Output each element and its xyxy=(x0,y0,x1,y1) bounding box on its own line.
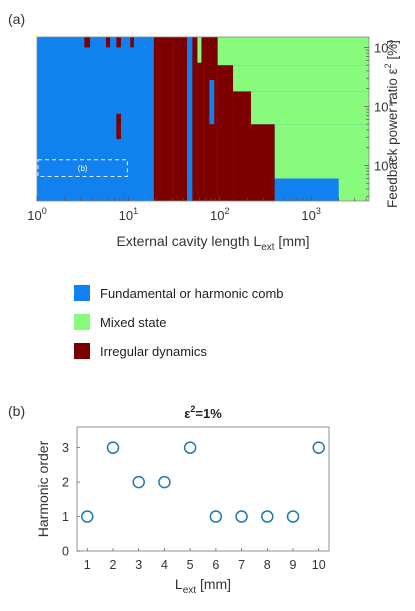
data-point xyxy=(132,475,145,489)
region-irregular xyxy=(130,37,134,48)
data-point xyxy=(209,510,223,523)
panel-a-label: (a) xyxy=(8,11,25,27)
phase-map-regions xyxy=(37,37,369,201)
x-tick-label: 5 xyxy=(187,558,194,572)
x-tick-label: 3 xyxy=(135,558,142,572)
phase-map-x-axis-label: External cavity length Lext [mm] xyxy=(116,233,309,253)
x-tick-label: 2 xyxy=(110,558,117,572)
scatter-x-ticks: 1 2 3 4 5 6 7 8 9 10 xyxy=(84,548,326,572)
region-irregular xyxy=(233,91,252,201)
region-mixed xyxy=(197,37,202,63)
data-point xyxy=(158,475,171,489)
legend-label-mixed: Mixed state xyxy=(100,315,166,330)
legend-label-fundamental: Fundamental or harmonic comb xyxy=(100,286,284,301)
panel-b-label: (b) xyxy=(8,403,25,419)
region-irregular xyxy=(251,124,262,201)
legend-swatch-fundamental xyxy=(74,285,90,301)
x-tick-label: 4 xyxy=(161,558,168,572)
region-fundamental xyxy=(274,178,339,201)
region-irregular xyxy=(106,37,111,48)
y-tick-label: 1 xyxy=(62,510,69,524)
scatter-title: ε2=1% xyxy=(184,404,222,421)
data-point xyxy=(183,441,197,454)
region-mixed xyxy=(233,65,369,92)
scatter-y-axis-label: Harmonic order xyxy=(35,440,51,537)
y-tick-label: 102 xyxy=(374,38,393,55)
data-point xyxy=(106,441,120,454)
inset-box-outline xyxy=(37,159,128,178)
x-tick-label: 103 xyxy=(301,206,320,223)
y-tick-label: 101 xyxy=(374,97,393,114)
region-mixed xyxy=(217,37,369,66)
data-point xyxy=(286,510,300,523)
inset-box: (b) xyxy=(37,159,128,178)
region-irregular xyxy=(116,37,121,48)
region-fundamental xyxy=(187,37,193,201)
phase-map-y-ticks: 100 101 102 xyxy=(364,38,393,197)
legend-label-irregular: Irregular dynamics xyxy=(100,344,207,359)
data-point xyxy=(81,510,94,523)
region-irregular xyxy=(116,113,121,140)
inset-box-label: (b) xyxy=(78,164,88,173)
x-tick-label: 9 xyxy=(290,558,297,572)
data-point xyxy=(261,510,274,523)
legend-swatch-mixed xyxy=(74,314,90,330)
region-mixed xyxy=(338,178,369,201)
region-mixed xyxy=(274,124,369,179)
x-tick-label: 1 xyxy=(84,558,91,572)
data-point xyxy=(312,441,325,454)
y-tick-label: 2 xyxy=(62,476,69,490)
region-irregular xyxy=(84,37,90,48)
scatter-points xyxy=(81,441,325,523)
region-fundamental xyxy=(209,80,215,125)
phase-map-y-axis-label: Feedback power ratio ε2 [%] xyxy=(383,40,400,208)
scatter-y-ticks: 0 1 2 3 xyxy=(62,441,80,559)
region-irregular xyxy=(217,65,234,201)
harmonic-order-chart: ε2=1% 1 2 3 4 5 6 7 8 9 10 0 1 2 3 Harmonic order Le… xyxy=(35,404,330,596)
scatter-frame xyxy=(76,426,330,552)
region-irregular xyxy=(197,37,218,201)
y-tick-label: 100 xyxy=(374,156,393,173)
x-tick-label: 100 xyxy=(27,206,46,223)
phase-map-frame xyxy=(36,36,370,202)
legend: Fundamental or harmonic comb Mixed state I… xyxy=(74,285,284,359)
x-tick-label: 101 xyxy=(119,206,138,223)
x-tick-label: 10 xyxy=(312,558,326,572)
region-irregular xyxy=(261,124,275,179)
phase-map-x-ticks: 100 101 102 103 xyxy=(27,196,367,223)
region-irregular xyxy=(173,37,188,201)
region-irregular xyxy=(192,37,198,201)
region-irregular xyxy=(153,37,174,201)
y-tick-label: 3 xyxy=(62,441,69,455)
scatter-x-axis-label: Lext [mm] xyxy=(175,576,231,596)
data-point xyxy=(235,510,248,523)
y-tick-label: 0 xyxy=(62,545,69,559)
phase-map-chart: (b) 100 101 102 103 100 101 102 External cavi… xyxy=(27,36,400,253)
legend-swatch-irregular xyxy=(74,343,90,359)
region-mixed xyxy=(251,91,369,125)
x-tick-label: 8 xyxy=(264,558,271,572)
region-irregular xyxy=(261,178,275,201)
x-tick-label: 6 xyxy=(212,558,219,572)
x-tick-label: 102 xyxy=(210,206,229,223)
x-tick-label: 7 xyxy=(238,558,245,572)
